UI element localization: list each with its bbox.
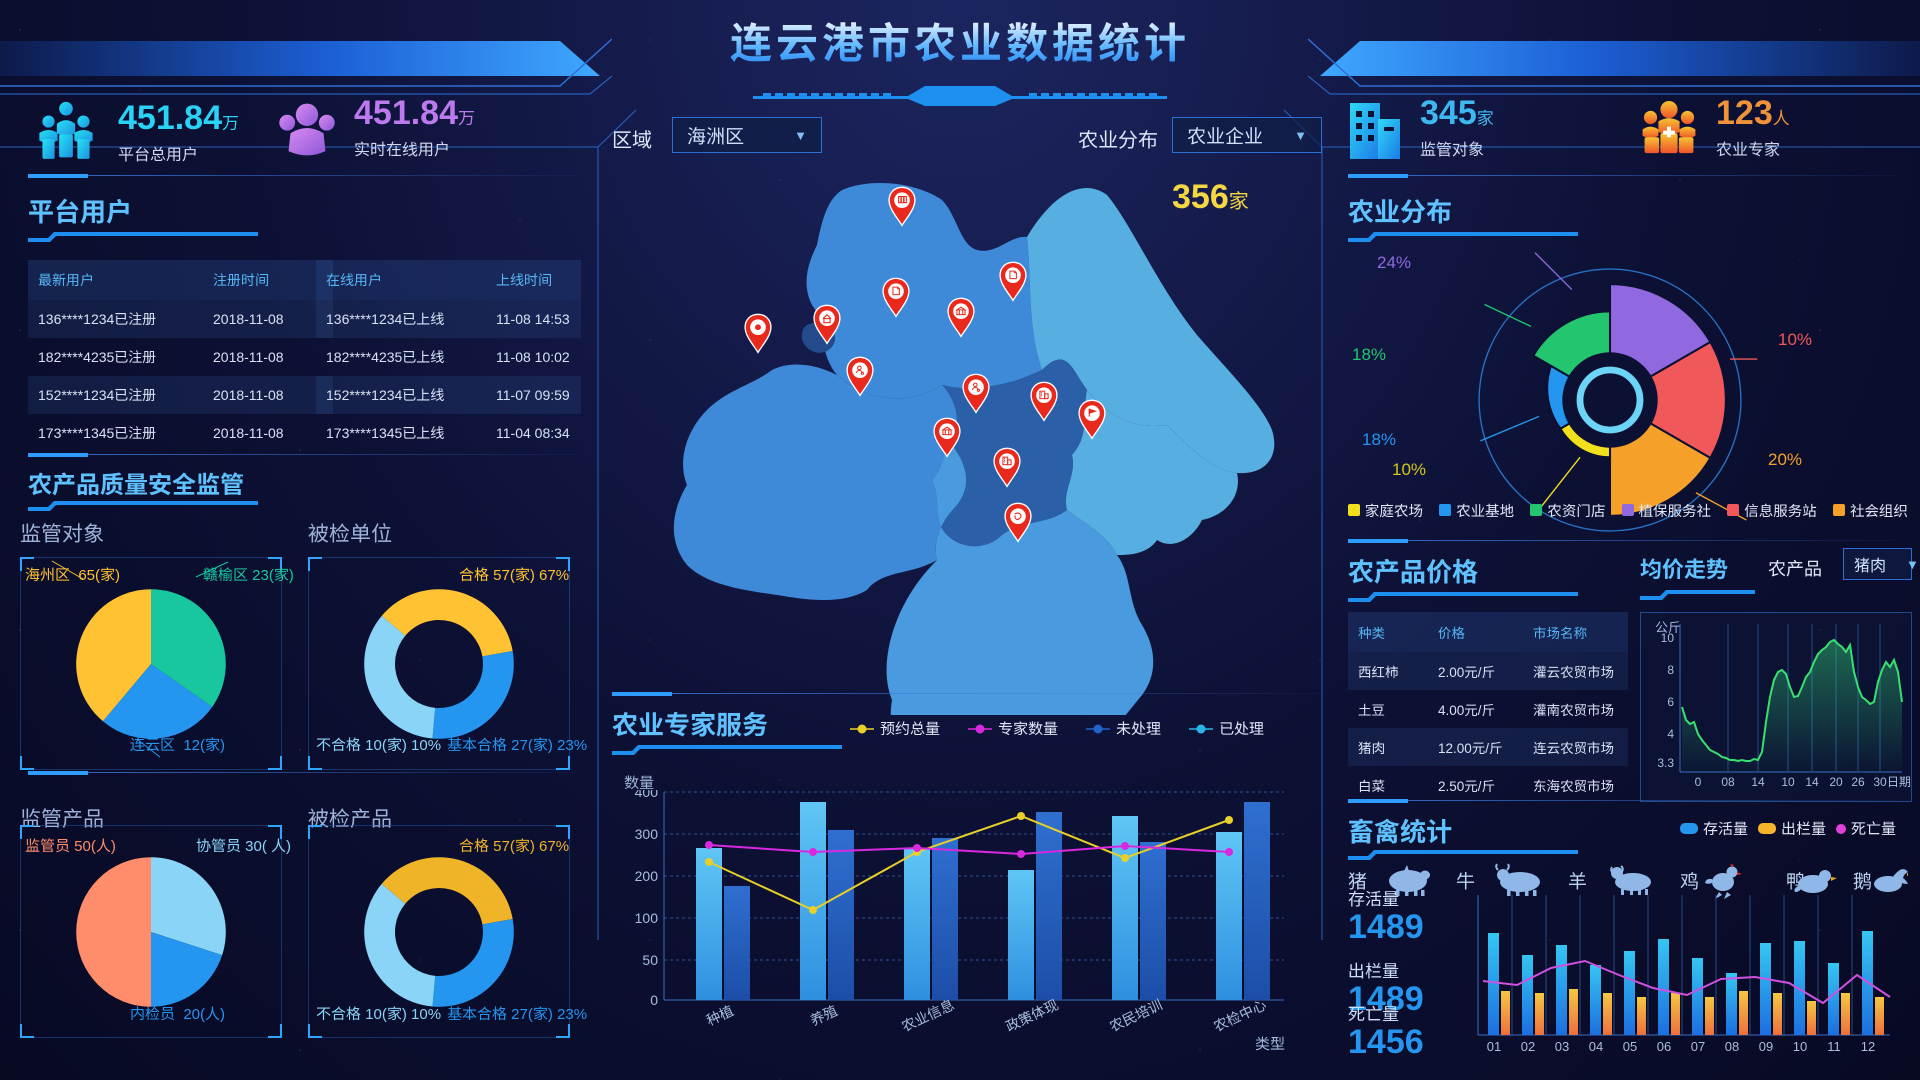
svg-text:8: 8 xyxy=(1667,663,1674,677)
svg-text:0: 0 xyxy=(1695,775,1702,789)
svg-text:50: 50 xyxy=(642,952,658,968)
svg-text:14: 14 xyxy=(1805,775,1819,789)
svg-text:12: 12 xyxy=(1861,1039,1875,1054)
svg-text:农检中心: 农检中心 xyxy=(1211,996,1269,1034)
svg-text:400: 400 xyxy=(635,790,659,800)
svg-text:10: 10 xyxy=(1781,775,1795,789)
svg-text:鹅: 鹅 xyxy=(1853,871,1872,893)
svg-text:30: 30 xyxy=(1873,775,1887,789)
svg-text:4: 4 xyxy=(1667,727,1674,741)
svg-text:10: 10 xyxy=(1661,631,1675,645)
svg-text:09: 09 xyxy=(1759,1039,1773,1054)
svg-text:14: 14 xyxy=(1751,775,1765,789)
svg-text:04: 04 xyxy=(1589,1039,1603,1054)
svg-text:26: 26 xyxy=(1851,775,1865,789)
svg-text:羊: 羊 xyxy=(1568,872,1587,893)
svg-text:10: 10 xyxy=(1793,1039,1807,1054)
svg-text:02: 02 xyxy=(1521,1039,1535,1054)
svg-text:农业信息: 农业信息 xyxy=(899,996,957,1034)
svg-text:07: 07 xyxy=(1691,1039,1705,1054)
svg-text:鸡: 鸡 xyxy=(1680,871,1699,893)
svg-text:6: 6 xyxy=(1667,695,1674,709)
svg-text:养殖: 养殖 xyxy=(808,1002,840,1028)
svg-text:日期: 日期 xyxy=(1887,775,1911,789)
svg-text:20: 20 xyxy=(1829,775,1843,789)
svg-text:100: 100 xyxy=(635,910,659,926)
svg-text:农民培训: 农民培训 xyxy=(1107,996,1165,1034)
svg-text:200: 200 xyxy=(635,868,659,884)
svg-text:种植: 种植 xyxy=(704,1002,736,1028)
svg-text:3.3: 3.3 xyxy=(1657,756,1674,770)
svg-text:08: 08 xyxy=(1725,1039,1739,1054)
svg-text:01: 01 xyxy=(1487,1039,1501,1054)
svg-text:05: 05 xyxy=(1623,1039,1637,1054)
svg-text:03: 03 xyxy=(1555,1039,1569,1054)
svg-text:0: 0 xyxy=(650,992,658,1008)
svg-text:政策体现: 政策体现 xyxy=(1003,996,1061,1034)
svg-text:11: 11 xyxy=(1827,1039,1841,1054)
svg-text:06: 06 xyxy=(1657,1039,1671,1054)
svg-text:300: 300 xyxy=(635,826,659,842)
svg-text:牛: 牛 xyxy=(1456,872,1475,893)
svg-text:08: 08 xyxy=(1721,775,1735,789)
